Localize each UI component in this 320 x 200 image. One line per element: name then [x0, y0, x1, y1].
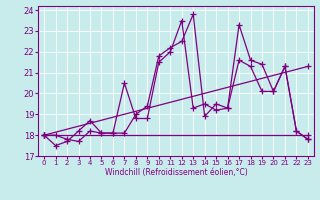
X-axis label: Windchill (Refroidissement éolien,°C): Windchill (Refroidissement éolien,°C) [105, 168, 247, 177]
